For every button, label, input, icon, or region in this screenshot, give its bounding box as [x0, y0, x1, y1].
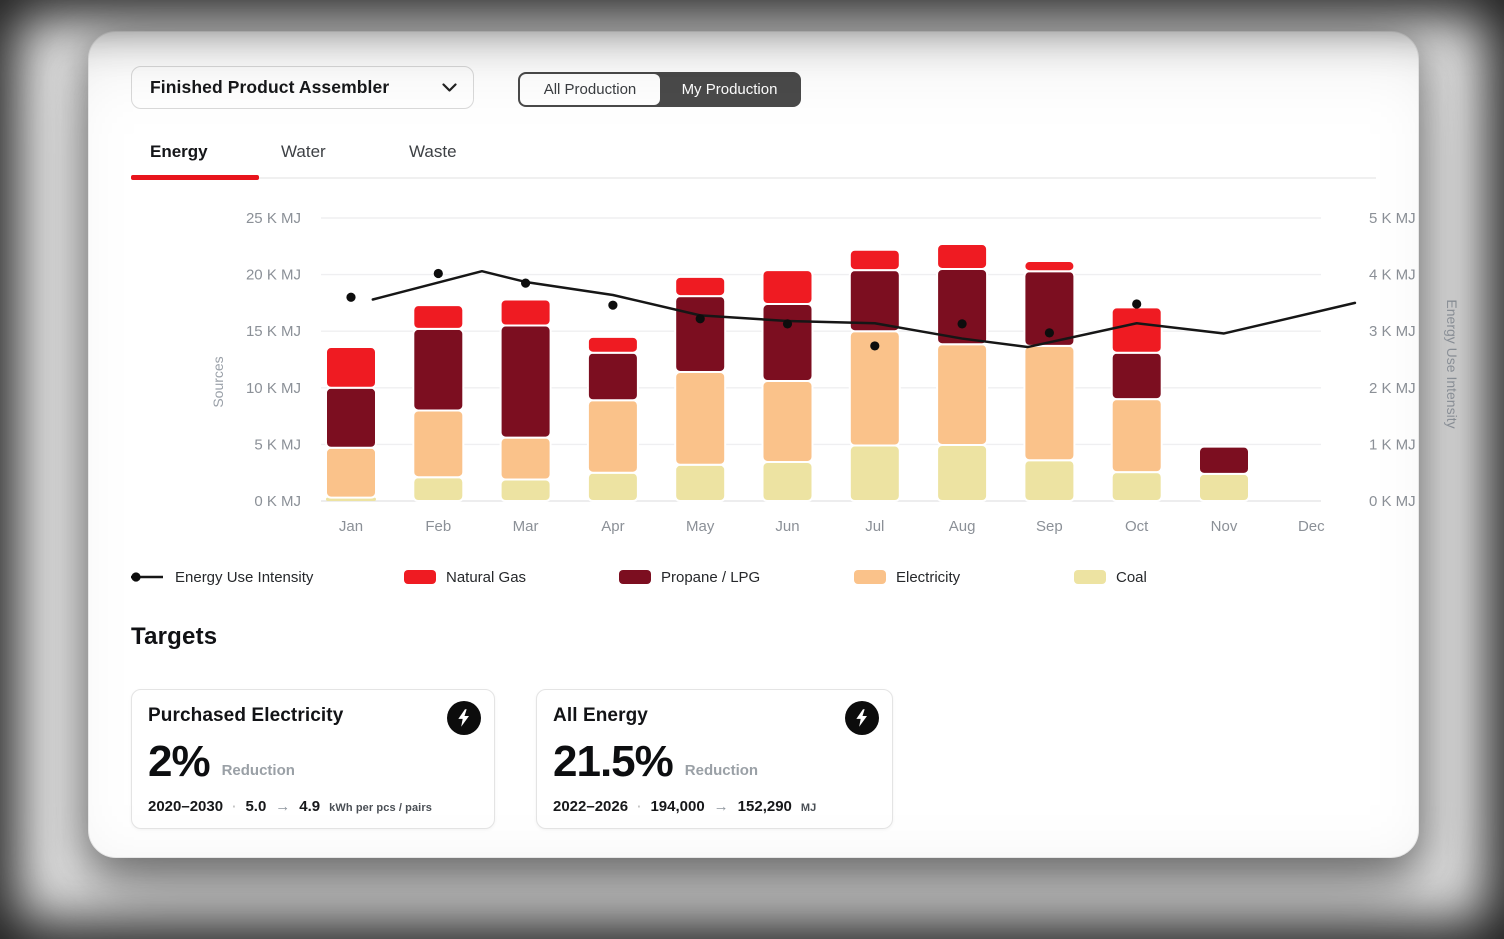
tab-energy[interactable]: Energy [150, 142, 208, 161]
reduction-label: Reduction [684, 762, 759, 779]
svg-text:Energy Use Intensity: Energy Use Intensity [1444, 299, 1460, 428]
propane-swatch-icon [619, 570, 651, 584]
coal-swatch-icon [1074, 570, 1106, 584]
target-card-purchased-electricity: Purchased Electricity 2% Reduction 2020–… [131, 689, 495, 829]
svg-text:Oct: Oct [1125, 518, 1149, 535]
svg-text:Dec: Dec [1298, 518, 1325, 535]
svg-text:Feb: Feb [425, 518, 451, 535]
target-to-value: 152,290 [737, 798, 792, 815]
dot-separator: · [637, 799, 642, 814]
electricity-swatch-icon [854, 570, 886, 584]
svg-text:5 K MJ: 5 K MJ [1369, 210, 1416, 227]
tabs-divider [131, 177, 1376, 179]
target-period: 2022–2026 [553, 798, 629, 815]
svg-text:3 K MJ: 3 K MJ [1369, 323, 1416, 340]
svg-text:Apr: Apr [601, 518, 624, 535]
svg-text:Mar: Mar [513, 518, 539, 535]
svg-text:20 K MJ: 20 K MJ [246, 267, 301, 284]
card-title: Purchased Electricity [148, 705, 344, 726]
lightning-bolt-icon [845, 701, 879, 735]
svg-text:4 K MJ: 4 K MJ [1369, 267, 1416, 284]
target-card-all-energy: All Energy 21.5% Reduction 2022–2026 · 1… [536, 689, 893, 829]
reduction-label: Reduction [221, 762, 295, 779]
production-toggle: All Production My Production [518, 72, 801, 107]
energy-chart: 0 K MJ 0 K MJ 5 K MJ 1 K MJ 10 K MJ 2 K MJ 15 … [210, 210, 1460, 535]
arrow-right-icon: → [275, 798, 291, 815]
legend-label: Natural Gas [446, 568, 527, 586]
dot-separator: · [232, 799, 237, 814]
legend-label: Electricity [896, 568, 961, 586]
legend-energy-use-intensity[interactable]: Energy Use Intensity [129, 563, 313, 591]
svg-text:1 K MJ: 1 K MJ [1369, 436, 1416, 453]
svg-text:Jul: Jul [865, 518, 884, 535]
legend-coal[interactable]: Coal [1074, 563, 1147, 591]
chevron-down-icon [442, 82, 457, 93]
arrow-right-icon: → [713, 798, 729, 815]
line-dot-marker-icon [129, 571, 165, 583]
svg-text:Aug: Aug [949, 518, 976, 535]
tab-water[interactable]: Water [281, 142, 326, 161]
assembler-dropdown-label: Finished Product Assembler [150, 77, 390, 97]
toggle-all-production[interactable]: All Production [520, 74, 660, 105]
assembler-dropdown[interactable]: Finished Product Assembler [131, 66, 474, 109]
toggle-my-production[interactable]: My Production [681, 81, 778, 98]
svg-text:0 K MJ: 0 K MJ [1369, 493, 1416, 510]
active-tab-underline [131, 175, 259, 180]
svg-text:Sep: Sep [1036, 518, 1063, 535]
svg-text:10 K MJ: 10 K MJ [246, 380, 301, 397]
svg-text:15 K MJ: 15 K MJ [246, 323, 301, 340]
svg-text:Sources: Sources [210, 356, 226, 407]
target-to-value: 4.9 [299, 798, 321, 815]
target-detail-row: 2020–2030 · 5.0 → 4.9 kWh per pcs / pair… [148, 798, 478, 815]
legend-label: Coal [1116, 568, 1147, 586]
legend-label: Propane / LPG [661, 568, 761, 586]
natural-gas-swatch-icon [404, 570, 436, 584]
card-title: All Energy [553, 705, 648, 726]
target-detail-row: 2022–2026 · 194,000 → 152,290 MJ [553, 798, 876, 815]
svg-text:Nov: Nov [1211, 518, 1238, 535]
lightning-bolt-icon [447, 701, 481, 735]
svg-text:5 K MJ: 5 K MJ [254, 436, 301, 453]
target-unit: kWh per pcs / pairs [329, 802, 432, 814]
svg-text:Jan: Jan [339, 518, 363, 535]
svg-text:2 K MJ: 2 K MJ [1369, 380, 1416, 397]
svg-text:0 K MJ: 0 K MJ [254, 493, 301, 510]
target-from-value: 194,000 [650, 798, 705, 815]
svg-text:Jun: Jun [775, 518, 799, 535]
tab-waste[interactable]: Waste [409, 142, 457, 161]
legend-propane-lpg[interactable]: Propane / LPG [619, 563, 760, 591]
legend-natural-gas[interactable]: Natural Gas [404, 563, 526, 591]
svg-text:25 K MJ: 25 K MJ [246, 210, 301, 227]
target-from-value: 5.0 [245, 798, 267, 815]
legend-label: Energy Use Intensity [175, 568, 314, 586]
svg-text:May: May [686, 518, 715, 535]
targets-heading: Targets [131, 623, 218, 650]
reduction-percent: 21.5% [553, 737, 674, 786]
target-unit: MJ [800, 802, 817, 814]
target-period: 2020–2030 [148, 798, 224, 815]
reduction-percent: 2% [148, 737, 211, 786]
legend-electricity[interactable]: Electricity [854, 563, 960, 591]
dashboard-window: Finished Product Assembler All Productio… [88, 31, 1460, 858]
